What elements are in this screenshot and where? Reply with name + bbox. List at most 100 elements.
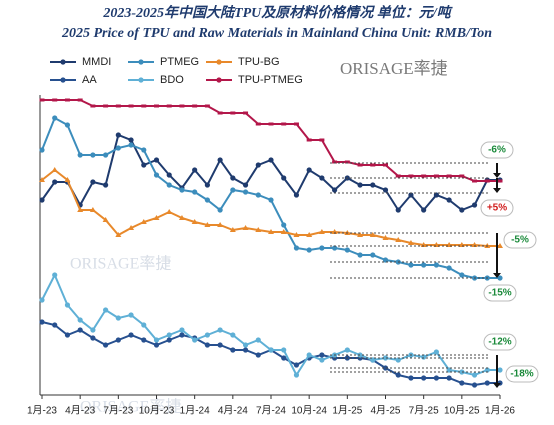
point <box>90 335 96 341</box>
legend-label: BDO <box>160 74 184 86</box>
series-line <box>41 168 500 247</box>
arrow-head <box>493 173 501 178</box>
point <box>52 98 58 102</box>
point <box>52 179 58 185</box>
point <box>191 219 198 224</box>
point <box>103 152 109 158</box>
series-line <box>41 272 500 378</box>
point <box>446 197 452 203</box>
point <box>382 187 389 193</box>
point <box>319 175 325 181</box>
point <box>115 104 121 108</box>
point <box>103 104 109 108</box>
point <box>141 337 147 343</box>
x-tick-label: 7月-24 <box>256 405 286 417</box>
point <box>484 367 490 373</box>
annotation-box <box>505 365 539 383</box>
point <box>242 342 249 348</box>
annotation-box <box>480 141 514 159</box>
point <box>459 380 465 386</box>
point <box>204 222 211 227</box>
point <box>77 327 83 333</box>
point <box>192 337 198 343</box>
point <box>319 357 325 363</box>
point <box>446 265 452 271</box>
point <box>242 347 249 353</box>
point <box>268 229 274 234</box>
point <box>255 162 261 168</box>
arrow-head <box>493 383 501 388</box>
point <box>140 219 147 224</box>
point <box>332 245 338 251</box>
point <box>128 332 134 338</box>
point <box>141 162 147 168</box>
point <box>90 104 96 108</box>
point <box>484 380 490 386</box>
point <box>268 197 274 203</box>
point <box>39 197 45 203</box>
point <box>433 174 439 178</box>
point <box>395 174 401 178</box>
point <box>357 352 363 358</box>
point <box>217 111 223 115</box>
point <box>281 222 287 228</box>
point <box>357 182 363 188</box>
point <box>459 369 465 375</box>
point <box>344 347 350 353</box>
x-tick-label: 10月-23 <box>139 405 175 417</box>
point <box>103 307 109 313</box>
point <box>178 215 185 220</box>
point <box>497 179 503 183</box>
point <box>433 192 439 198</box>
point <box>281 355 287 361</box>
point <box>179 332 185 338</box>
point <box>103 182 109 188</box>
point <box>293 245 300 251</box>
x-tick-label: 1月-24 <box>180 405 210 417</box>
legend-swatch <box>216 59 222 65</box>
legend-label: MMDI <box>82 56 111 68</box>
point <box>255 192 261 198</box>
point <box>497 243 503 248</box>
point <box>370 182 376 188</box>
annotation-box <box>480 199 514 217</box>
point <box>268 347 274 353</box>
point <box>370 357 376 363</box>
point <box>332 187 338 193</box>
point <box>357 252 363 258</box>
point <box>255 352 261 358</box>
point <box>459 272 465 278</box>
point <box>192 189 198 195</box>
legend-swatch <box>60 77 66 83</box>
point <box>39 98 45 102</box>
point <box>64 177 71 182</box>
point <box>52 115 58 121</box>
point <box>281 347 287 353</box>
point <box>115 337 121 343</box>
legend-swatch <box>216 77 222 83</box>
point <box>204 332 210 338</box>
point <box>459 174 465 178</box>
point <box>471 242 478 247</box>
point <box>217 157 223 163</box>
point <box>382 257 389 263</box>
point <box>64 332 71 338</box>
point <box>268 122 274 126</box>
point <box>344 247 350 253</box>
x-tick-label: 1月-26 <box>485 405 515 417</box>
point <box>433 349 439 355</box>
annotation: -12% <box>488 337 511 348</box>
x-tick-label: 4月-23 <box>65 405 95 417</box>
point <box>102 217 109 222</box>
point <box>153 172 160 178</box>
point <box>217 222 224 227</box>
point <box>382 365 389 371</box>
arrow-head <box>493 188 501 193</box>
point <box>179 104 185 108</box>
point <box>166 182 172 188</box>
point <box>166 209 173 214</box>
point <box>268 157 274 163</box>
point <box>332 160 338 164</box>
watermark: ORISAGE率捷 <box>340 59 448 78</box>
